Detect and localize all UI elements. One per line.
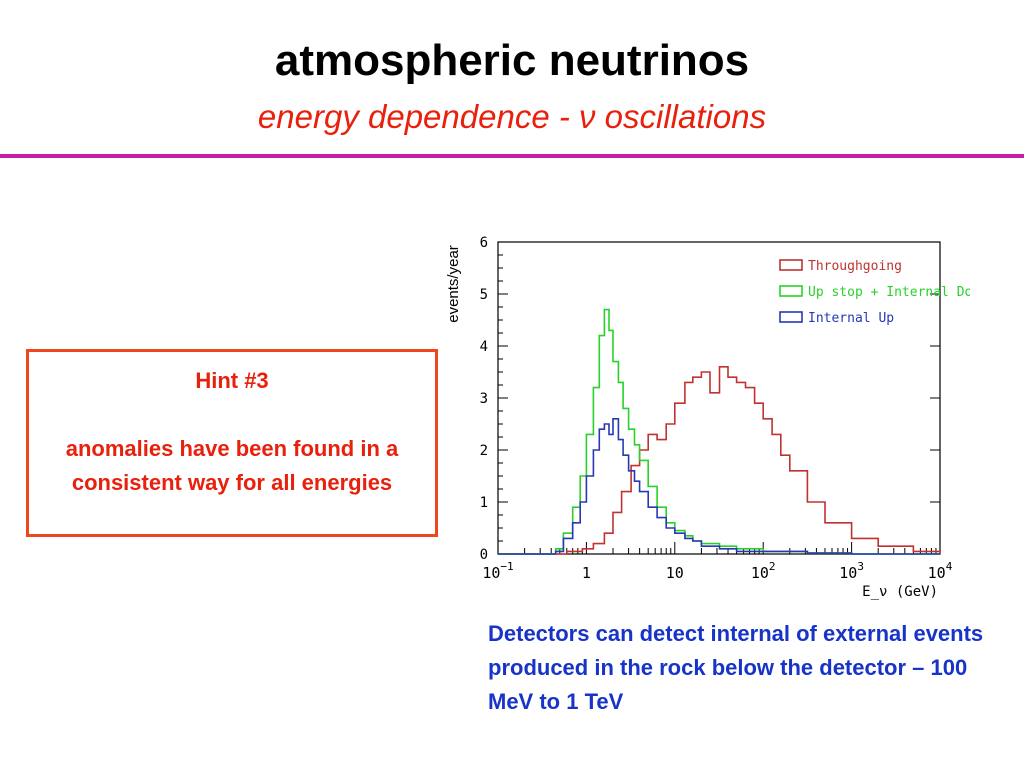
slide-title: atmospheric neutrinos (274, 36, 750, 85)
x-axis-label: E_ν (GeV) (862, 584, 938, 600)
y-tick-label: 1 (480, 495, 488, 511)
legend-entry: Up stop + Internal Down (808, 285, 970, 300)
hint-box: Hint #3 anomalies have been found in a c… (26, 349, 438, 537)
y-tick-label: 3 (480, 391, 488, 407)
hint-body: anomalies have been found in a consisten… (65, 436, 399, 495)
title-divider (0, 154, 1024, 158)
x-tick-label: 102 (751, 560, 776, 582)
detector-caption: Detectors can detect internal of externa… (488, 621, 984, 714)
legend-entry: Internal Up (808, 311, 894, 326)
hint-heading: Hint #3 (195, 368, 269, 393)
slide-subtitle: energy dependence - ν oscillations (257, 98, 767, 135)
y-tick-label: 6 (480, 235, 488, 251)
x-tick-label: 104 (928, 560, 953, 582)
legend-entry: Throughgoing (808, 259, 902, 274)
y-axis-label-group: events/year (445, 245, 462, 323)
x-tick-label: 10−1 (482, 560, 513, 582)
x-tick-label: 1 (582, 564, 591, 582)
x-tick-label: 103 (839, 560, 864, 582)
chart-legend: Throughgoing Up stop + Internal Down Inter… (779, 259, 970, 326)
legend-swatch (779, 311, 803, 323)
series-line-throughgoing (498, 366, 941, 555)
series-line-up-stop-internal-down (498, 308, 940, 555)
energy-spectrum-chart: events/year E_ν (GeV) 0 1 2 3 4 5 6 10−1 1 10 102 1… (445, 235, 970, 600)
y-axis-label: events/year (445, 245, 462, 323)
y-tick-label: 2 (480, 443, 488, 459)
x-tick-label: 10 (666, 564, 684, 582)
series-line-internal-up (498, 418, 940, 555)
y-tick-label: 4 (480, 339, 488, 355)
y-tick-label: 5 (480, 287, 488, 303)
plot-axes: 0 1 2 3 4 5 6 10−1 1 10 102 103 104 (480, 235, 953, 582)
y-tick-label: 0 (480, 547, 488, 563)
legend-swatch (779, 259, 803, 271)
x-axis-label-group: E_ν (GeV) (862, 584, 938, 600)
series-group (497, 308, 941, 555)
legend-swatch (779, 285, 803, 297)
